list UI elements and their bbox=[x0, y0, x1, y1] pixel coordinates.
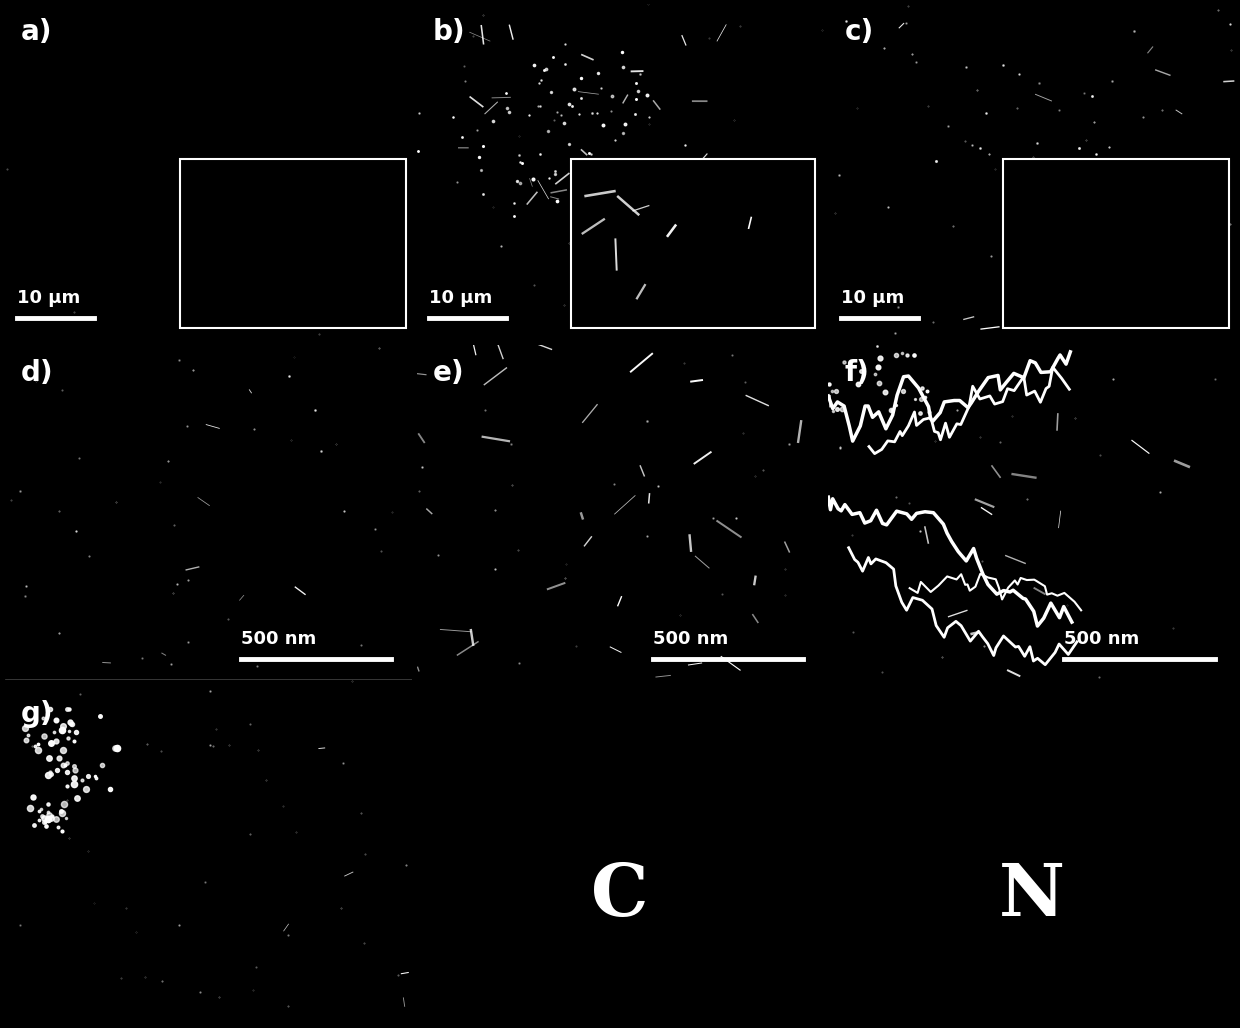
Text: g): g) bbox=[21, 700, 53, 728]
Text: c): c) bbox=[844, 17, 874, 45]
Text: a): a) bbox=[21, 17, 53, 45]
Bar bbox=[572, 159, 815, 328]
Text: 500 nm: 500 nm bbox=[241, 630, 316, 649]
Text: 500 nm: 500 nm bbox=[1064, 630, 1140, 649]
Text: b): b) bbox=[433, 17, 465, 45]
Text: 1 μm: 1 μm bbox=[1121, 289, 1172, 307]
Bar bbox=[180, 159, 405, 328]
Text: N: N bbox=[998, 860, 1065, 931]
Text: 10 μm: 10 μm bbox=[841, 289, 904, 307]
Text: 1 μm: 1 μm bbox=[298, 289, 348, 307]
Text: f): f) bbox=[844, 359, 869, 387]
Text: e): e) bbox=[433, 359, 465, 387]
Bar bbox=[1003, 159, 1229, 328]
Text: C: C bbox=[591, 860, 649, 931]
Text: 500 nm: 500 nm bbox=[652, 630, 728, 649]
Text: d): d) bbox=[21, 359, 53, 387]
Text: 10 μm: 10 μm bbox=[429, 289, 492, 307]
Text: 1 μm: 1 μm bbox=[709, 289, 760, 307]
Text: 10 μm: 10 μm bbox=[17, 289, 81, 307]
